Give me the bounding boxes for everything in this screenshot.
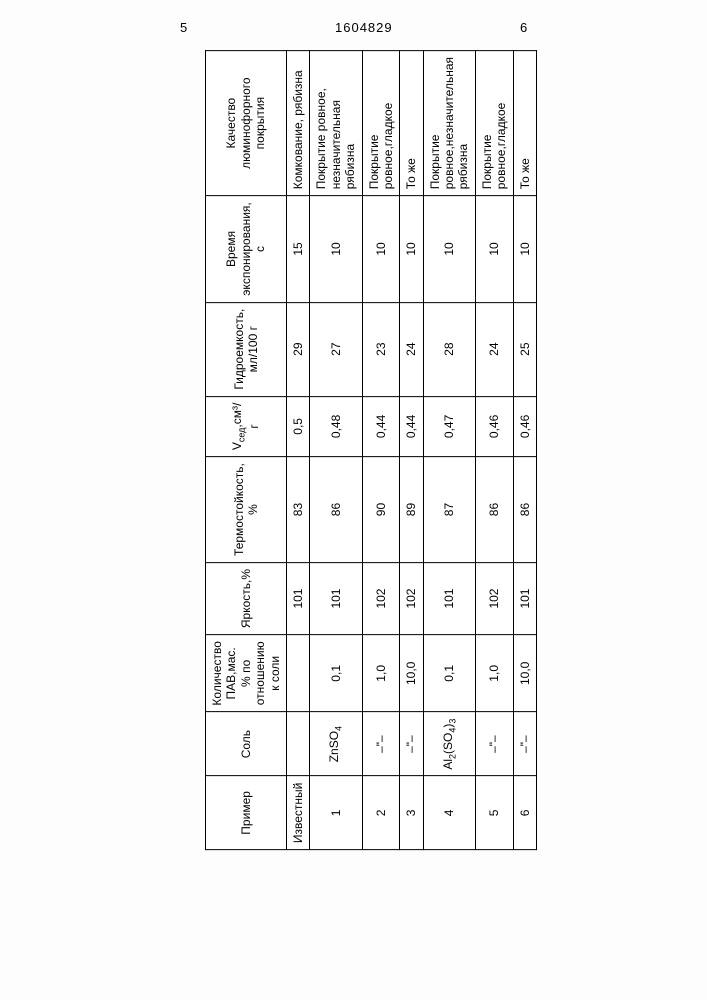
table-row: 2 –"– 1,0 102 90 0,44 23 10 Покрытие ров… (362, 51, 400, 850)
cell-vremya: 10 (475, 196, 513, 302)
cell-sol: –"– (362, 712, 400, 776)
cell-pav: 10,0 (400, 635, 423, 712)
cell-vsed: 0,44 (362, 396, 400, 457)
vsed-pref: V (230, 442, 244, 450)
cell-kach: Комкование, рябизна (286, 51, 309, 196)
col-sol: Соль (206, 712, 287, 776)
cell-sol: Al2(SO4)3 (423, 712, 475, 776)
cell-pav: 0,1 (423, 635, 475, 712)
cell-primer: Известный (286, 776, 309, 850)
cell-termo: 86 (513, 457, 536, 563)
col-primer: Пример (206, 776, 287, 850)
cell-termo: 87 (423, 457, 475, 563)
cell-primer: 3 (400, 776, 423, 850)
cell-yark: 101 (423, 562, 475, 634)
cell-vsed: 0,5 (286, 396, 309, 457)
cell-pav: 1,0 (362, 635, 400, 712)
cell-sol: –"– (513, 712, 536, 776)
cell-gidro: 29 (286, 302, 309, 396)
cell-termo: 86 (475, 457, 513, 563)
cell-vsed: 0,44 (400, 396, 423, 457)
cell-gidro: 28 (423, 302, 475, 396)
table-row: 4 Al2(SO4)3 0,1 101 87 0,47 28 10 Покрыт… (423, 51, 475, 850)
col-vremya: Время экспонирования, с (206, 196, 287, 302)
cell-primer: 2 (362, 776, 400, 850)
cell-kach: Покрытие ровное,гладкое (362, 51, 400, 196)
cell-kach: То же (400, 51, 423, 196)
table-header-row: Пример Соль Количество ПАВ,мас. % по отн… (206, 51, 287, 850)
data-table-container: Пример Соль Количество ПАВ,мас. % по отн… (205, 50, 707, 382)
cell-primer: 1 (310, 776, 362, 850)
page-num-right: 6 (520, 20, 527, 35)
cell-gidro: 24 (400, 302, 423, 396)
cell-termo: 86 (310, 457, 362, 563)
sol-suf: ) (441, 724, 455, 728)
sol-sub: 4 (334, 726, 344, 731)
cell-gidro: 25 (513, 302, 536, 396)
cell-kach: Покрытие ровное, незначительная рябизна (310, 51, 362, 196)
cell-primer: 5 (475, 776, 513, 850)
cell-yark: 102 (362, 562, 400, 634)
sol-base: ZnSO (327, 731, 341, 762)
cell-sol (286, 712, 309, 776)
col-termo: Термостойкость, % (206, 457, 287, 563)
cell-yark: 101 (310, 562, 362, 634)
cell-vremya: 10 (400, 196, 423, 302)
cell-vremya: 10 (310, 196, 362, 302)
cell-vremya: 10 (513, 196, 536, 302)
cell-yark: 101 (286, 562, 309, 634)
cell-gidro: 27 (310, 302, 362, 396)
col-vsed: Vсед,см³/г (206, 396, 287, 457)
page-num-left: 5 (180, 20, 187, 35)
table-row: 3 –"– 10,0 102 89 0,44 24 10 То же (400, 51, 423, 850)
cell-yark: 101 (513, 562, 536, 634)
cell-pav (286, 635, 309, 712)
table-row: 6 –"– 10,0 101 86 0,46 25 10 То же (513, 51, 536, 850)
cell-sol: –"– (400, 712, 423, 776)
cell-primer: 4 (423, 776, 475, 850)
cell-pav: 0,1 (310, 635, 362, 712)
col-pav: Количество ПАВ,мас. % по отношению к сол… (206, 635, 287, 712)
cell-termo: 83 (286, 457, 309, 563)
col-gidro: Гидроемкость, мл/100 г (206, 302, 287, 396)
sol-sub2: 4 (447, 728, 457, 733)
cell-kach: То же (513, 51, 536, 196)
cell-gidro: 24 (475, 302, 513, 396)
cell-pav: 1,0 (475, 635, 513, 712)
cell-vremya: 15 (286, 196, 309, 302)
sol-sub: 2 (447, 754, 457, 759)
cell-vsed: 0,47 (423, 396, 475, 457)
cell-pav: 10,0 (513, 635, 536, 712)
cell-yark: 102 (475, 562, 513, 634)
cell-kach: Покрытие ровное,незначительная рябизна (423, 51, 475, 196)
cell-gidro: 23 (362, 302, 400, 396)
cell-termo: 89 (400, 457, 423, 563)
cell-yark: 102 (400, 562, 423, 634)
vsed-sub: сед (237, 428, 247, 443)
sol-base: Al (441, 759, 455, 770)
cell-vsed: 0,46 (513, 396, 536, 457)
cell-sol: –"– (475, 712, 513, 776)
sol-mid: (SO (441, 733, 455, 754)
table-row: 5 –"– 1,0 102 86 0,46 24 10 Покрытие ров… (475, 51, 513, 850)
cell-primer: 6 (513, 776, 536, 850)
cell-vsed: 0,46 (475, 396, 513, 457)
vsed-suf: ,см³/г (230, 403, 261, 429)
table-row: 1 ZnSO4 0,1 101 86 0,48 27 10 Покрытие р… (310, 51, 362, 850)
cell-vremya: 10 (423, 196, 475, 302)
cell-termo: 90 (362, 457, 400, 563)
col-kachestvo: Качество люминофорного покрытия (206, 51, 287, 196)
cell-sol: ZnSO4 (310, 712, 362, 776)
document-number: 1604829 (335, 20, 393, 35)
sol-sub3: 3 (447, 719, 457, 724)
cell-kach: Покрытие ровное,гладкое (475, 51, 513, 196)
col-yark: Яркость,% (206, 562, 287, 634)
luminophor-table: Пример Соль Количество ПАВ,мас. % по отн… (205, 50, 537, 850)
table-row: Известный 101 83 0,5 29 15 Комкование, р… (286, 51, 309, 850)
cell-vremya: 10 (362, 196, 400, 302)
cell-vsed: 0,48 (310, 396, 362, 457)
